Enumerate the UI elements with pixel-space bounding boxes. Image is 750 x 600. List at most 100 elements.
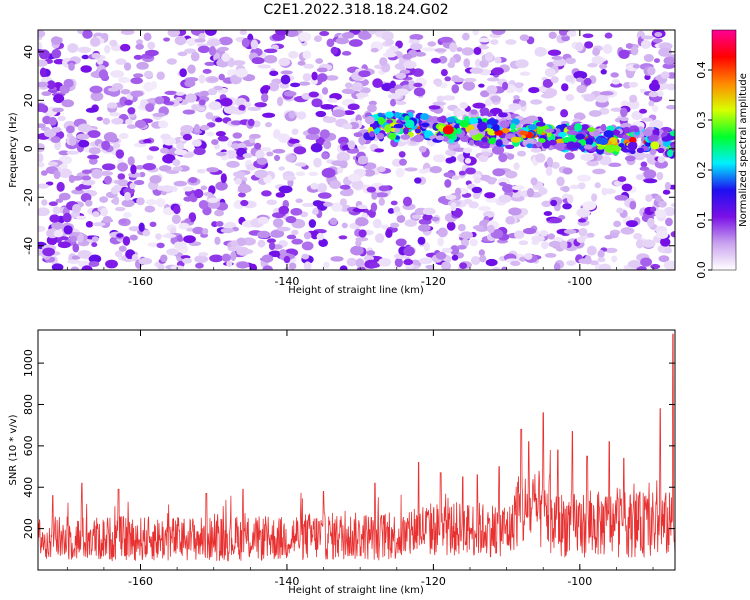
heatmap-cell [478, 83, 485, 88]
heatmap-cell [372, 218, 382, 229]
heatmap-cell [226, 160, 240, 168]
heatmap-cell [285, 154, 296, 162]
x-tick-label: -160 [128, 575, 153, 588]
heatmap-cell [129, 182, 136, 190]
heatmap-cell [101, 140, 111, 151]
heatmap-cell [565, 57, 576, 65]
heatmap-cell [56, 181, 65, 192]
heatmap-cell [454, 187, 462, 196]
heatmap-cell [604, 234, 613, 240]
heatmap-cell [237, 142, 247, 149]
heatmap-cell [666, 83, 675, 91]
heatmap-cell [633, 150, 646, 161]
heatmap-cell [499, 120, 510, 129]
heatmap-cell [630, 46, 639, 56]
heatmap-cell [404, 115, 410, 121]
heatmap-cell [387, 207, 395, 214]
heatmap-cell [394, 257, 403, 268]
heatmap-cell [459, 120, 469, 128]
heatmap-cell [470, 109, 478, 115]
heatmap-cell [566, 30, 577, 38]
heatmap-cell [629, 200, 637, 210]
heatmap-cell [492, 266, 501, 270]
heatmap-cell [620, 100, 630, 108]
heatmap-cell [597, 257, 606, 263]
heatmap-cell [558, 30, 569, 36]
heatmap-cell [262, 265, 274, 270]
heatmap-cell [278, 205, 290, 215]
heatmap-cell [67, 43, 79, 53]
heatmap-cell [347, 173, 362, 182]
heatmap-cell [484, 98, 493, 107]
heatmap-cell [173, 241, 187, 250]
heatmap-cell [38, 81, 49, 88]
snr-y-axis-label: SNR (10 * v/v) [8, 414, 19, 485]
heatmap-cell [592, 48, 601, 56]
heatmap-cell [183, 235, 196, 244]
heatmap-cell [549, 217, 563, 224]
heatmap-cell [639, 108, 648, 114]
heatmap-cell [519, 256, 527, 262]
heatmap-cell [505, 144, 515, 150]
heatmap-cell [266, 238, 276, 244]
heatmap-cell [478, 249, 485, 257]
heatmap-cell [98, 69, 109, 80]
heatmap-cell [91, 52, 101, 59]
heatmap-cell [374, 192, 389, 198]
heatmap-cell [319, 129, 330, 139]
heatmap-cell [662, 189, 671, 195]
heatmap-cell [117, 173, 126, 180]
heatmap-cell [330, 46, 339, 55]
heatmap-cell [620, 107, 628, 118]
heatmap-cell [599, 91, 614, 96]
heatmap-cell [194, 38, 206, 43]
heatmap-cell [130, 164, 137, 175]
heatmap-cell [670, 143, 675, 152]
heatmap-cell [215, 117, 223, 123]
heatmap-cell [145, 199, 158, 206]
heatmap-cell [316, 183, 328, 193]
heatmap-cell [569, 184, 580, 190]
heatmap-cell [505, 39, 517, 45]
heatmap-cell [302, 50, 312, 60]
colorbar-tick-label: 0.3 [695, 111, 708, 129]
heatmap-cell [104, 45, 111, 54]
spectrogram-x-ticks: -160 -140 -120 -100 [66, 30, 654, 288]
heatmap-cell [484, 192, 496, 199]
heatmap-cell [544, 68, 556, 78]
heatmap-cell [403, 127, 409, 135]
heatmap-cell [126, 93, 133, 102]
heatmap-cell [341, 51, 352, 56]
heatmap-cell [473, 177, 481, 184]
heatmap-cell [350, 245, 364, 256]
heatmap-cell [627, 141, 637, 151]
heatmap-cell [71, 255, 81, 260]
heatmap-cell [308, 171, 319, 177]
heatmap-cell [257, 216, 270, 225]
heatmap-cell [451, 75, 460, 82]
heatmap-cell [198, 199, 209, 210]
heatmap-cell [575, 133, 585, 140]
heatmap-cell [530, 177, 538, 186]
heatmap-cell [648, 100, 655, 107]
heatmap-cell [650, 206, 657, 213]
heatmap-cell [50, 136, 61, 144]
heatmap-cell [490, 95, 502, 103]
heatmap-cell [323, 261, 330, 269]
colorbar-label: Normalized spectral amplitude [738, 73, 749, 227]
heatmap-cell [276, 96, 284, 107]
heatmap-cell [553, 262, 561, 270]
heatmap-cell [263, 48, 278, 54]
heatmap-cell [633, 232, 643, 240]
heatmap-cell [85, 107, 98, 113]
heatmap-cell [480, 90, 490, 98]
heatmap-cell [663, 260, 675, 270]
heatmap-cell [631, 110, 643, 120]
heatmap-cell [472, 192, 481, 200]
heatmap-cell [563, 229, 577, 235]
heatmap-cell [71, 203, 82, 214]
heatmap-cell [620, 227, 635, 235]
heatmap-cell [462, 81, 476, 91]
heatmap-cell [632, 64, 641, 69]
heatmap-cell [404, 219, 418, 227]
